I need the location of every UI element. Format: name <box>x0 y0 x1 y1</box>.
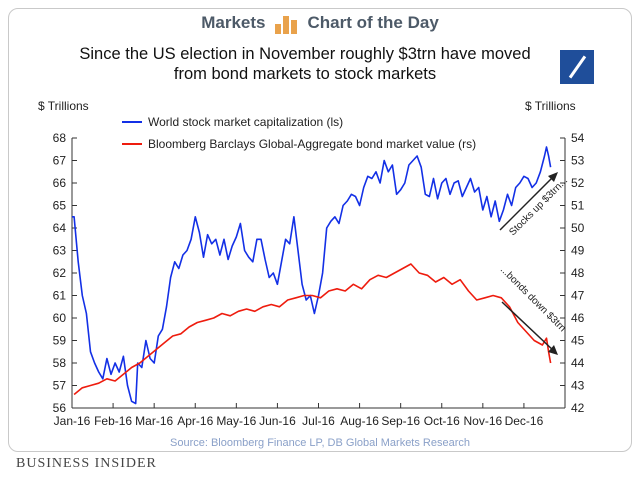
right-tick-label: 45 <box>571 334 585 348</box>
x-tick-label: Oct-16 <box>424 414 460 428</box>
right-tick-label: 42 <box>571 401 585 415</box>
left-tick-label: 66 <box>53 176 67 190</box>
chart-frame <box>8 8 632 452</box>
right-tick-label: 44 <box>571 356 585 370</box>
x-tick-label: Nov-16 <box>463 414 502 428</box>
right-tick-label: 49 <box>571 244 585 258</box>
x-tick-label: Dec-16 <box>505 414 544 428</box>
x-tick-label: Aug-16 <box>340 414 379 428</box>
stock-arrowhead-icon <box>548 172 558 182</box>
bond-annotation-text: ...bonds down $3trn <box>498 264 568 334</box>
right-tick-label: 54 <box>571 131 585 145</box>
stock-market-cap-line <box>72 146 552 405</box>
deutsche-bank-logo-icon <box>560 50 594 84</box>
left-tick-label: 68 <box>53 131 67 145</box>
x-tick-label: Jul-16 <box>302 414 335 428</box>
bar-chart-icon <box>275 12 298 34</box>
source-note: Source: Bloomberg Finance LP, DB Global … <box>170 437 470 449</box>
left-tick-label: 59 <box>53 334 67 348</box>
x-tick-label: Jan-16 <box>54 414 91 428</box>
left-axis-unit-label: $ Trillions <box>38 99 89 113</box>
right-tick-label: 52 <box>571 176 585 190</box>
right-tick-label: 47 <box>571 289 585 303</box>
legend: World stock market capitalization (ls) B… <box>122 115 476 151</box>
chart-title: Since the US election in November roughl… <box>79 45 531 83</box>
legend-stock-label: World stock market capitalization (ls) <box>148 115 343 129</box>
stock-annotation-text: Stocks up $3trn... <box>507 175 570 238</box>
left-tick-label: 65 <box>53 199 67 213</box>
bond-annotation: ...bonds down $3trn <box>498 264 568 355</box>
x-tick-label: Sep-16 <box>381 414 420 428</box>
left-tick-label: 57 <box>53 379 67 393</box>
x-tick-label: Jun-16 <box>259 414 296 428</box>
bond-annotation-arrow <box>501 301 556 353</box>
x-tick-label: Apr-16 <box>177 414 213 428</box>
x-tick-label: Mar-16 <box>135 414 173 428</box>
right-axis-unit-label: $ Trillions <box>525 99 576 113</box>
x-tick-label: May-16 <box>216 414 256 428</box>
left-tick-label: 63 <box>53 244 67 258</box>
left-tick-label: 56 <box>53 401 67 415</box>
axes: 56 57 58 59 60 61 62 63 64 65 66 67 68 42 43 44 45 46 47 48… <box>53 131 585 428</box>
bond-arrowhead-icon <box>548 345 558 355</box>
right-tick-label: 48 <box>571 266 585 280</box>
left-tick-label: 64 <box>53 221 67 235</box>
bond-market-value-line <box>73 263 552 396</box>
right-tick-label: 43 <box>571 379 585 393</box>
right-tick-label: 51 <box>571 199 585 213</box>
left-tick-label: 60 <box>53 311 67 325</box>
header-markets-label: Markets <box>201 13 266 32</box>
stock-annotation: Stocks up $3trn... <box>499 172 570 238</box>
right-tick-label: 50 <box>571 221 585 235</box>
left-tick-label: 58 <box>53 356 67 370</box>
left-tick-label: 61 <box>53 289 67 303</box>
business-insider-footer: BUSINESS INSIDER <box>16 456 157 471</box>
left-tick-label: 62 <box>53 266 67 280</box>
right-tick-label: 46 <box>571 311 585 325</box>
stock-annotation-arrow <box>499 174 556 231</box>
series-lines <box>72 146 552 405</box>
chart-of-the-day-header: Markets Chart of the Day <box>0 10 640 36</box>
right-tick-label: 53 <box>571 154 585 168</box>
legend-bond-label: Bloomberg Barclays Global-Aggregate bond… <box>148 137 476 151</box>
left-tick-label: 67 <box>53 154 67 168</box>
header-chart-of-the-day-label: Chart of the Day <box>307 13 439 32</box>
x-tick-label: Feb-16 <box>94 414 132 428</box>
